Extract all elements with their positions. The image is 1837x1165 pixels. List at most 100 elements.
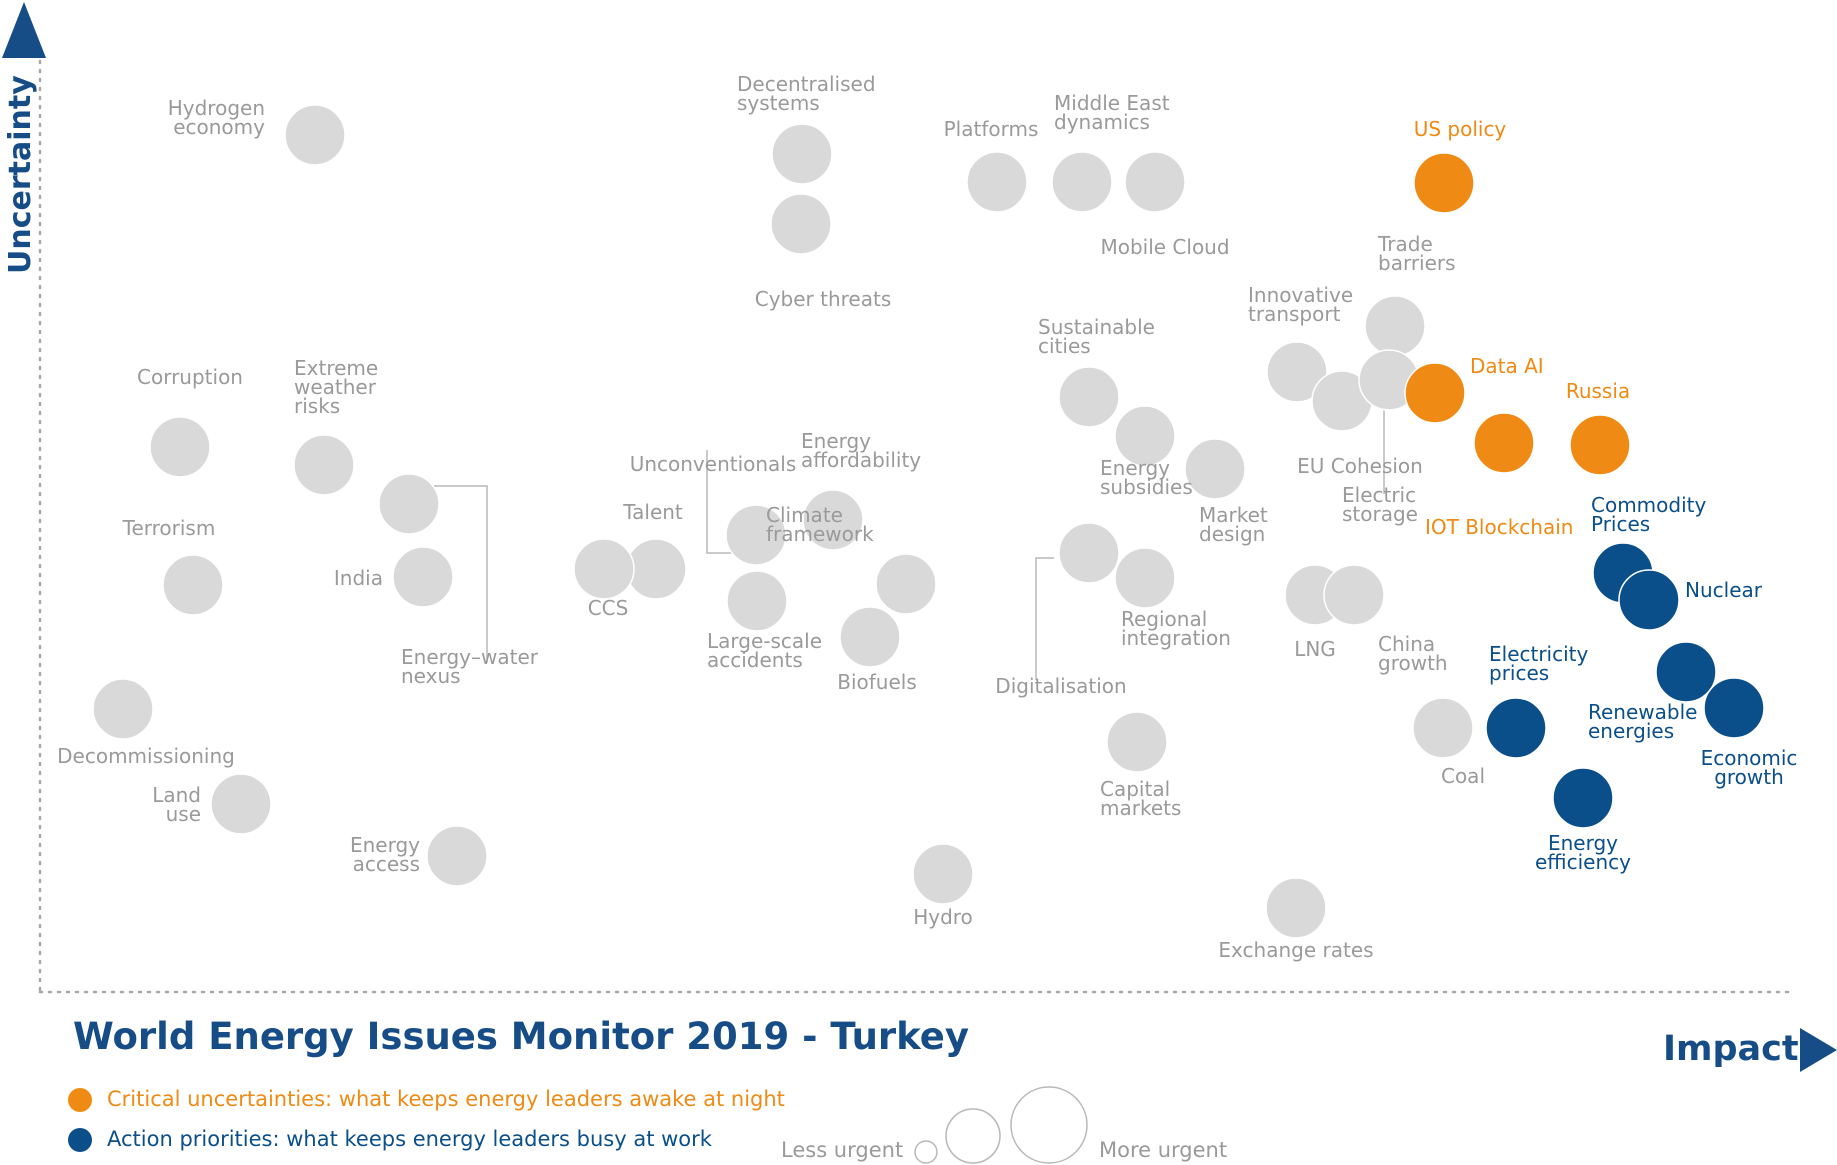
label-line: transport <box>1248 302 1341 326</box>
bubble-energy-subsidies <box>1114 405 1176 467</box>
bubble-platforms <box>966 151 1028 213</box>
label-line: Cyber threats <box>755 287 892 311</box>
label-line: systems <box>737 91 820 115</box>
bubble-data-ai <box>1404 362 1466 424</box>
label-line: Capital <box>1100 777 1170 801</box>
x-axis-title: Impact <box>1663 1029 1799 1069</box>
label-line: access <box>353 852 420 876</box>
bubble-energy-affordability <box>802 489 864 551</box>
label-line: Russia <box>1566 379 1630 403</box>
label-electricity-prices: Electricity prices <box>1489 642 1589 685</box>
label-line: weather <box>294 375 377 399</box>
label-line: nexus <box>401 664 461 688</box>
label-line: Nuclear <box>1685 578 1763 602</box>
label-line: affordability <box>801 448 921 472</box>
label-line: framework <box>766 522 874 546</box>
label-iot-blockchain: IOT Blockchain <box>1425 515 1573 539</box>
label-line: Trade <box>1377 232 1433 256</box>
label-line: Market <box>1199 503 1268 527</box>
bubble-economic-growth <box>1703 677 1765 739</box>
legend-size-medium <box>945 1108 1001 1164</box>
bubble-energy-access <box>426 825 488 887</box>
label-land-use: Land use <box>152 783 201 826</box>
label-line: Platforms <box>944 117 1039 141</box>
label-line: Commodity <box>1591 493 1706 517</box>
bubble-hydrogen-economy <box>284 104 346 166</box>
legend-action-dot <box>68 1128 92 1152</box>
label-line: India <box>334 566 383 590</box>
bubble-trade-barriers <box>1364 295 1426 357</box>
legend-more-urgent: More urgent <box>1099 1138 1227 1162</box>
label-line: Decommissioning <box>57 744 235 768</box>
label-nuclear: Nuclear <box>1685 578 1763 602</box>
bubble-sustainable-cities <box>1058 366 1120 428</box>
label-decommissioning: Decommissioning <box>57 744 235 768</box>
label-line: Energy <box>801 429 871 453</box>
label-energy-water-nexus: Energy–water nexus <box>401 645 539 688</box>
label-energy-subsidies: Energy subsidies <box>1100 456 1193 499</box>
bubble-india <box>392 546 454 608</box>
bubble-innovative-transport <box>1266 341 1328 403</box>
label-line: Prices <box>1591 512 1650 536</box>
bubble-digitalisation <box>1058 522 1120 584</box>
label-line: LNG <box>1294 637 1336 661</box>
label-corruption: Corruption <box>137 365 243 389</box>
bubble-mobile-cloud <box>1124 151 1186 213</box>
label-line: Hydro <box>913 905 973 929</box>
label-line: Hydrogen <box>168 96 265 120</box>
label-renewable-energies: Renewable energies <box>1588 700 1697 743</box>
label-line: IOT Blockchain <box>1425 515 1573 539</box>
bubble-biofuels <box>839 606 901 668</box>
label-line: CCS <box>588 596 629 620</box>
bubble-terrorism <box>162 554 224 616</box>
label-innovative-transport: Innovative transport <box>1248 283 1353 326</box>
label-line: Biofuels <box>837 670 917 694</box>
label-us-policy: US policy <box>1414 117 1507 141</box>
label-hydrogen-economy: Hydrogen economy <box>168 96 265 139</box>
label-line: Electricity <box>1489 642 1589 666</box>
bubble-renewable-energies <box>1655 641 1717 703</box>
label-line: risks <box>294 394 340 418</box>
legend-action-label: Action priorities: what keeps energy lea… <box>107 1127 713 1151</box>
label-hydro: Hydro <box>913 905 973 929</box>
bubble-hydro <box>912 843 974 905</box>
label-line: Coal <box>1441 764 1485 788</box>
bubble-decentralised-systems <box>771 123 833 185</box>
label-line: Energy <box>1548 831 1618 855</box>
label-line: Sustainable <box>1038 315 1155 339</box>
bubble-large-scale-accidents <box>726 570 788 632</box>
label-energy-efficiency: Energy efficiency <box>1535 831 1631 874</box>
bubble-cyber-threats <box>770 193 832 255</box>
bubble-labels: Hydrogen economy Decentralised systems Cyber… <box>57 72 1797 962</box>
label-exchange-rates: Exchange rates <box>1218 938 1373 962</box>
label-unconventionals: Unconventionals <box>630 452 797 476</box>
label-economic-growth: Economic growth <box>1701 746 1798 789</box>
connector-digitalisation <box>1035 557 1054 680</box>
legend-critical-label: Critical uncertainties: what keeps energ… <box>107 1087 785 1111</box>
label-line: Extreme <box>294 356 378 380</box>
label-large-scale-accidents: Large-scale accidents <box>707 629 822 672</box>
bubble-coal <box>1412 697 1474 759</box>
label-coal: Coal <box>1441 764 1485 788</box>
label-line: Large-scale <box>707 629 822 653</box>
label-line: Innovative <box>1248 283 1353 307</box>
label-line: Economic <box>1701 746 1798 770</box>
label-line: prices <box>1489 661 1549 685</box>
label-line: Digitalisation <box>995 674 1126 698</box>
bubble-middle-east-dynamics <box>1051 151 1113 213</box>
label-energy-access: Energy access <box>350 833 420 876</box>
chart-title: World Energy Issues Monitor 2019 - Turke… <box>73 1015 969 1058</box>
legend-less-urgent: Less urgent <box>781 1138 903 1162</box>
y-axis-title: Uncertainty <box>3 75 38 274</box>
label-talent: Talent <box>622 500 683 524</box>
label-capital-markets: Capital markets <box>1100 777 1181 820</box>
legend: Critical uncertainties: what keeps energ… <box>68 1086 1227 1164</box>
label-india: India <box>334 566 383 590</box>
bubble-climate-framework <box>875 553 937 615</box>
label-line: economy <box>173 115 265 139</box>
bubble-capital-markets <box>1106 711 1168 773</box>
label-line: barriers <box>1378 251 1456 275</box>
label-line: design <box>1199 522 1265 546</box>
label-mobile-cloud: Mobile Cloud <box>1100 235 1229 259</box>
